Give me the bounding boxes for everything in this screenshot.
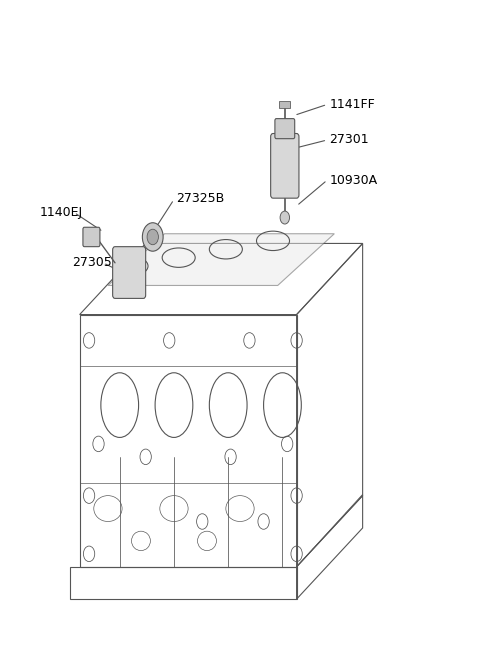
FancyBboxPatch shape — [113, 247, 145, 299]
Text: 27301: 27301 — [330, 134, 369, 147]
Text: 1140EJ: 1140EJ — [39, 206, 83, 219]
FancyBboxPatch shape — [275, 119, 295, 139]
Text: 10930A: 10930A — [330, 174, 378, 187]
Circle shape — [280, 211, 289, 224]
Circle shape — [143, 223, 163, 252]
FancyBboxPatch shape — [83, 227, 100, 247]
Text: 1141FF: 1141FF — [330, 98, 375, 111]
FancyBboxPatch shape — [271, 134, 299, 198]
Bar — [279, 101, 290, 107]
Polygon shape — [108, 234, 335, 286]
Circle shape — [147, 229, 158, 245]
Text: 27325B: 27325B — [176, 192, 225, 204]
Text: 27305: 27305 — [72, 256, 112, 269]
